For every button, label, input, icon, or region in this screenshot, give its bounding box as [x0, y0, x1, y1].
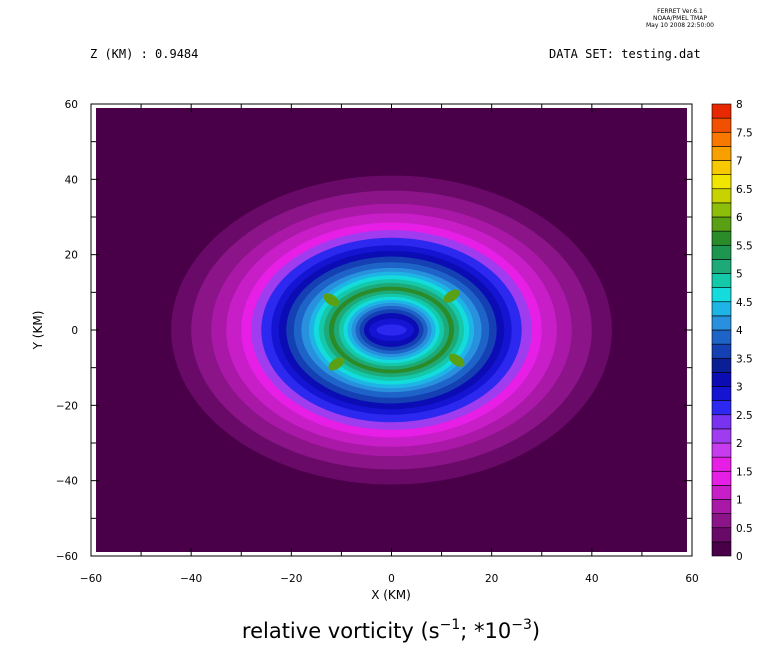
stamp-line: NOAA/PMEL TMAP — [653, 15, 707, 22]
y-tick-labels: −60 −40 −20 0 20 40 60 — [56, 99, 78, 563]
colorbar-swatch — [711, 160, 732, 175]
x-tick-label: 60 — [685, 573, 698, 585]
colorbar-swatch — [711, 131, 732, 147]
ring-patch — [443, 289, 460, 303]
colorbar-label: 2 — [736, 438, 743, 450]
title-part: relative vorticity (s — [242, 619, 440, 643]
colorbar-label: 2.5 — [736, 410, 753, 422]
colorbar-swatch — [711, 541, 732, 557]
dataset-label: DATA SET: testing.dat — [549, 47, 701, 61]
colorbar-label: 7.5 — [736, 127, 753, 139]
colorbar: 0 0.5 1 1.5 2 2.5 3 3.5 4 4.5 5 5.5 6 6.5 7 7.5 8 — [711, 99, 753, 563]
colorbar-swatch — [711, 117, 732, 133]
colorbar-swatch — [711, 400, 732, 416]
y-tick-label: 20 — [65, 250, 78, 262]
colorbar-label: 7 — [736, 156, 743, 168]
colorbar-label: 1 — [736, 495, 743, 507]
colorbar-swatch — [711, 470, 732, 486]
x-axis-title: X (KM) — [371, 588, 411, 602]
title-part: ; *10 — [460, 619, 511, 643]
colorbar-swatch — [711, 273, 732, 288]
title-part: ) — [532, 619, 540, 643]
title-superscript: −1 — [440, 617, 461, 633]
colorbar-swatch — [711, 513, 732, 529]
x-tick-label: 0 — [388, 573, 395, 585]
ferret-stamp: FERRET Ver.6.1 NOAA/PMEL TMAP May 10 200… — [600, 8, 760, 29]
y-tick-label: −60 — [56, 551, 78, 563]
colorbar-label: 1.5 — [736, 466, 753, 478]
colorbar-swatch — [711, 527, 732, 543]
colorbar-swatch — [711, 343, 732, 359]
colorbar-swatch — [711, 146, 732, 161]
colorbar-swatch — [711, 372, 732, 387]
colorbar-swatch — [711, 315, 732, 331]
colorbar-label: 8 — [736, 99, 743, 111]
x-tick-label: −20 — [280, 573, 302, 585]
colorbar-swatch — [711, 259, 732, 274]
y-tick-label: 40 — [65, 174, 78, 186]
z-level-label: Z (KM) : 0.9484 — [90, 47, 199, 61]
colorbar-label: 4 — [736, 325, 743, 337]
colorbar-label: 0.5 — [736, 523, 753, 535]
x-tick-label: 40 — [585, 573, 598, 585]
stamp-line: May 10 2008 22:50:00 — [646, 22, 714, 29]
colorbar-swatch — [711, 386, 732, 401]
contour-field — [96, 108, 687, 552]
y-tick-label: 60 — [65, 99, 78, 111]
colorbar-swatch — [711, 456, 732, 472]
colorbar-swatch — [711, 485, 732, 500]
chart-title: relative vorticity (s−1; *10−3) — [242, 617, 540, 643]
x-tick-label: 20 — [485, 573, 498, 585]
colorbar-label: 3.5 — [736, 353, 753, 365]
ring-patch — [328, 357, 345, 371]
title-superscript: −3 — [511, 617, 532, 633]
colorbar-label: 6.5 — [736, 184, 753, 196]
colorbar-swatch — [711, 301, 732, 317]
colorbar-label: 3 — [736, 382, 743, 394]
colorbar-swatch — [711, 174, 732, 190]
colorbar-label: 5 — [736, 269, 743, 281]
colorbar-swatch — [711, 414, 732, 430]
colorbar-swatch — [711, 188, 732, 204]
colorbar-swatch — [711, 499, 732, 514]
colorbar-label: 0 — [736, 551, 743, 563]
colorbar-swatch — [711, 287, 732, 303]
y-tick-label: 0 — [71, 325, 78, 337]
colorbar-swatch — [711, 216, 732, 232]
colorbar-label: 5.5 — [736, 240, 753, 252]
y-axis-title: Y (KM) — [31, 311, 45, 351]
colorbar-swatch — [711, 329, 732, 345]
axis-ticks — [90, 103, 693, 557]
y-tick-label: −40 — [56, 476, 78, 488]
x-tick-labels: −60 −40 −20 0 20 40 60 — [80, 573, 699, 585]
x-tick-label: −40 — [180, 573, 202, 585]
colorbar-label: 6 — [736, 212, 743, 224]
colorbar-swatch — [711, 428, 732, 444]
colorbar-swatch — [711, 103, 732, 119]
contour-band — [376, 324, 407, 336]
x-tick-label: −60 — [80, 573, 102, 585]
colorbar-label: 4.5 — [736, 297, 753, 309]
colorbar-swatch — [711, 202, 732, 218]
colorbar-swatch — [711, 244, 732, 260]
ring-patch — [323, 293, 340, 307]
colorbar-swatch — [711, 357, 732, 373]
colorbar-swatch — [711, 442, 732, 458]
ring-patch — [448, 353, 465, 367]
colorbar-swatch — [711, 230, 732, 246]
y-tick-label: −20 — [56, 400, 78, 412]
stamp-line: FERRET Ver.6.1 — [657, 8, 703, 15]
